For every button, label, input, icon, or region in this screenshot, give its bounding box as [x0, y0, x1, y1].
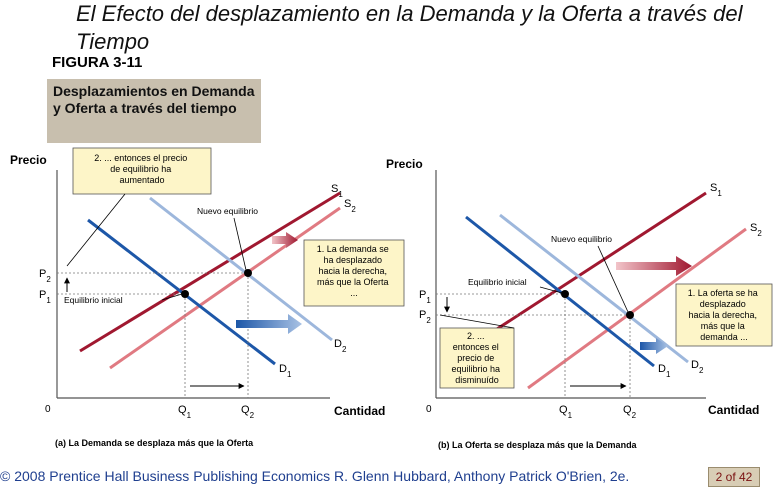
- panel-a-p1-label: P1: [39, 289, 51, 305]
- panel-b-new-eq-label: Nuevo equilibrio: [551, 234, 612, 244]
- panel-a-initial-equilibrium: [181, 290, 189, 298]
- panel-a-q1-label: Q1: [178, 404, 192, 420]
- panel-a-p2-label: P2: [39, 268, 51, 284]
- panel-b-demand-d2: [499, 213, 689, 364]
- panel-b-supply-s2: [527, 227, 747, 390]
- slide-title: El Efecto del desplazamiento en la Deman…: [76, 1, 743, 54]
- panel-a-supply-s2: [109, 206, 341, 370]
- panel-b-supply-s1: [473, 191, 707, 346]
- panel-a-initial-eq-pointer: [161, 293, 183, 301]
- panel-b-demand-shift-arrow: [640, 338, 668, 354]
- panel-a-callout-top-box: [72, 147, 212, 195]
- panel-a-supply-shift-arrow: [272, 232, 298, 248]
- panel-b-d2-label: D2: [691, 359, 704, 375]
- panel-a-new-eq-label: Nuevo equilibrio: [197, 206, 258, 216]
- panel-a-demand-shift-arrow: [236, 314, 302, 334]
- panel-a-d2-label: D2: [334, 338, 347, 354]
- panel-a-s1-label: S1: [331, 183, 343, 199]
- panel-a-callout-top: 2. ... entonces el precio de equilibrio …: [94, 153, 190, 185]
- page-indicator: 2 of 42: [708, 467, 760, 487]
- panel-b-initial-equilibrium: [561, 290, 569, 298]
- panel-a-initial-eq-label: Equilibrio inicial: [64, 295, 123, 305]
- panel-a-supply-s1: [79, 191, 341, 353]
- panel-b-d1-label: D1: [658, 363, 671, 379]
- panel-a-demand-d1: [87, 218, 276, 366]
- panel-a-caption: (a) La Demanda se desplaza más que la Of…: [55, 438, 254, 448]
- panel-a-new-equilibrium: [244, 269, 252, 277]
- panel-b-ylabel: Precio: [386, 157, 423, 171]
- panel-b-callout-left-box: [439, 327, 515, 389]
- panel-a-callout-top-pointer: [66, 193, 126, 267]
- panel-b-q2-label: Q2: [623, 404, 637, 420]
- panel-a-callout-right-box: [303, 239, 405, 307]
- panel-b-new-equilibrium: [626, 311, 634, 319]
- panel-b-demand-d1: [465, 215, 655, 368]
- panel-a-origin: 0: [45, 404, 51, 415]
- panel-a: Precio Cantidad 0 S1 S2 D1 D2 P2 P1 Q1 Q…: [10, 147, 405, 448]
- panel-a-s2-label: S2: [344, 198, 356, 214]
- footer-copyright: © 2008 Prentice Hall Business Publishing…: [0, 468, 630, 484]
- panel-a-demand-d2: [149, 196, 333, 342]
- panel-b-s2-label: S2: [750, 222, 762, 238]
- panel-b-callout-left-pointer: [439, 314, 515, 329]
- panel-b-p2-label: P2: [419, 309, 431, 325]
- panel-b-initial-eq-label: Equilibrio inicial: [468, 277, 527, 287]
- figure-caption: Desplazamientos en Demanda y Oferta a tr…: [47, 79, 261, 143]
- panel-b-callout-left: 2. ... entonces el precio de equilibrio …: [451, 331, 502, 385]
- panel-b-caption: (b) La Oferta se desplaza más que la Dem…: [438, 440, 638, 450]
- panel-a-ylabel: Precio: [10, 153, 47, 167]
- panel-b: Precio Cantidad 0 S1 S2 D1 D2 P1 P2 Q1 Q…: [386, 157, 773, 450]
- figure-label: FIGURA 3-11: [52, 54, 143, 71]
- panel-b-xlabel: Cantidad: [708, 403, 759, 417]
- panel-b-origin: 0: [426, 404, 432, 415]
- panel-b-callout-right: 1. La oferta se ha desplazado hacia la d…: [688, 288, 761, 342]
- panel-a-new-eq-pointer: [233, 217, 247, 271]
- panel-b-initial-eq-pointer: [539, 286, 563, 294]
- panel-b-q1-label: Q1: [559, 404, 573, 420]
- panel-b-supply-shift-arrow: [616, 256, 692, 276]
- panel-b-p1-label: P1: [419, 289, 431, 305]
- panel-b-callout-right-box: [675, 283, 773, 347]
- panel-a-xlabel: Cantidad: [334, 404, 385, 418]
- panel-b-new-eq-pointer: [597, 245, 629, 313]
- panel-a-d1-label: D1: [279, 363, 292, 379]
- panel-a-callout-right: 1. La demanda se ha desplazado hacia la …: [317, 244, 392, 298]
- panel-b-s1-label: S1: [710, 182, 722, 198]
- panel-a-q2-label: Q2: [241, 404, 255, 420]
- slide-footer: © 2008 Prentice Hall Business Publishing…: [0, 466, 774, 489]
